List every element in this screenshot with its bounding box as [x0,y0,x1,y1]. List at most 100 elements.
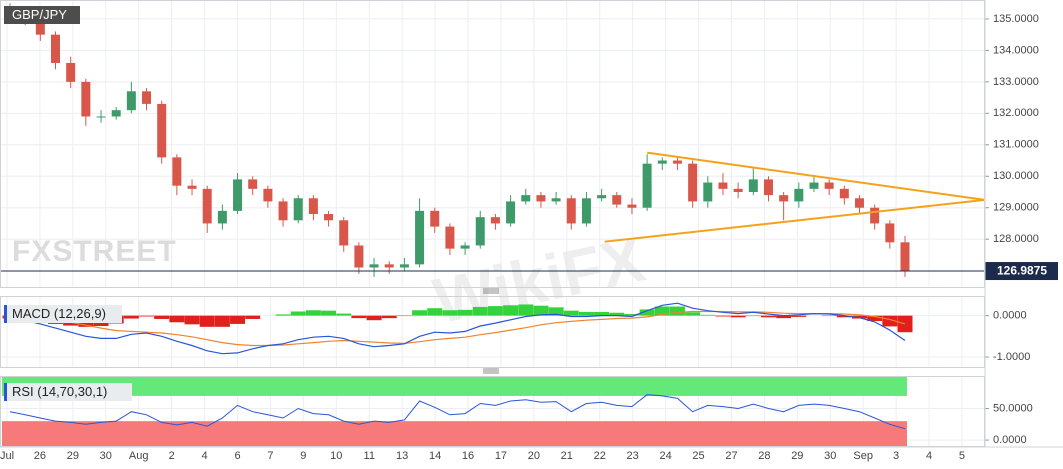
y-tick-label: 131.0000 [993,139,1039,151]
macd-histogram-bar [275,314,291,316]
x-tick-label: 30 [824,450,836,462]
candle-body [566,198,576,224]
candle-body [126,91,136,111]
macd-histogram-bar [154,315,170,319]
candle-body [597,195,607,199]
candle-body [718,182,728,189]
x-tick-label: 10 [330,450,342,462]
x-tick-label: Sep [853,450,873,462]
candle-body [521,195,531,202]
candle-body [460,245,470,249]
macd-histogram-bar [594,311,610,316]
rsi-line [9,394,906,430]
candle-body [81,81,91,117]
x-tick-label: 4 [202,450,208,462]
trendline [604,198,985,243]
candle-body [779,195,789,202]
macd-histogram-bar [169,315,185,323]
candle-body [96,116,106,118]
candle-body [430,210,440,227]
candle-body [35,22,45,35]
macd-histogram-bar [669,306,685,316]
panel-title: RSI (14,70,30,1) [12,384,107,399]
labels-layer: Jul 26 29 30 Aug 2 4 6 7 9 10 11 13 14 16 17 20 21 22 23 24 2… [0,6,1058,462]
x-tick-label: 17 [495,450,507,462]
macd-histogram-bar [442,310,458,316]
watermark: FXSTREET [12,235,177,268]
candle-body [870,207,880,224]
macd-histogram-bar [867,315,883,322]
candle-body [794,188,804,202]
macd-histogram-bar [214,315,230,327]
macd-histogram-bar [366,315,382,321]
macd-histogram-bar [199,315,215,327]
y-tick-label: 132.0000 [993,107,1039,119]
macd-histogram-bar [882,315,898,327]
macd-histogram-bar [548,307,564,316]
x-tick-label: 5 [959,450,965,462]
candle-body [551,198,561,202]
x-tick-label: 3 [893,450,899,462]
candle-body [172,157,182,186]
candle-body [187,185,197,189]
y-tick-label: -1.0000 [993,351,1030,363]
panel-title-accent [4,383,7,401]
candle-body [475,217,485,246]
candle-body [809,182,819,189]
x-tick-label: 26 [34,450,46,462]
candle-body [688,163,698,202]
resize-handle[interactable] [483,288,499,294]
candle-body [233,179,243,211]
y-tick-label: 134.0000 [993,44,1039,56]
candle-body [339,220,349,246]
macd-histogram-bar [305,310,321,316]
candle-body [824,182,834,189]
resize-handle[interactable] [483,368,499,374]
macd-histogram-bar [639,309,655,316]
candle-body [384,264,394,268]
candle-body [354,245,364,268]
macd-histogram-bar [654,306,670,316]
last-price-box [985,262,1058,281]
x-tick-label: 22 [594,450,606,462]
candle-body [111,110,121,117]
x-tick-label: 16 [462,450,474,462]
candle-body [293,198,303,221]
y-tick-label: 133.0000 [993,76,1039,88]
panel-title-box [4,6,80,24]
x-tick-label: Jul [0,450,14,462]
macd-histogram-bar [321,310,337,316]
candle-body [672,160,682,164]
y-tick-label: 128.0000 [993,233,1039,245]
x-tick-label: 21 [561,450,573,462]
candle-body [885,223,895,243]
macd-histogram-bar [123,315,139,319]
macd-histogram-bar [472,306,488,316]
candle-body [763,179,773,196]
candle-body [733,188,743,192]
macd-histogram-bar [685,312,701,316]
candle-body [263,188,273,202]
candle-body [202,188,212,224]
x-tick-label: 6 [234,450,240,462]
macd-histogram-bar [184,315,200,325]
x-tick-label: 2 [169,450,175,462]
macd-histogram-bar [290,311,306,316]
candle-body [506,201,516,224]
candle-body [642,163,652,208]
candle-body [703,182,713,202]
macd-histogram-bar [776,315,792,319]
candle-body [581,198,591,224]
macd-histogram-bar [381,315,397,319]
trendline [646,151,985,201]
candle-body [490,217,500,224]
candle-body [612,195,622,205]
y-tick-label: 0.0000 [993,310,1027,322]
macd-histogram-bar [897,315,913,333]
overbought-band [2,377,907,396]
candle-body [278,201,288,221]
candle-body [308,198,318,215]
candle-body [900,242,910,271]
candle-body [839,188,849,199]
